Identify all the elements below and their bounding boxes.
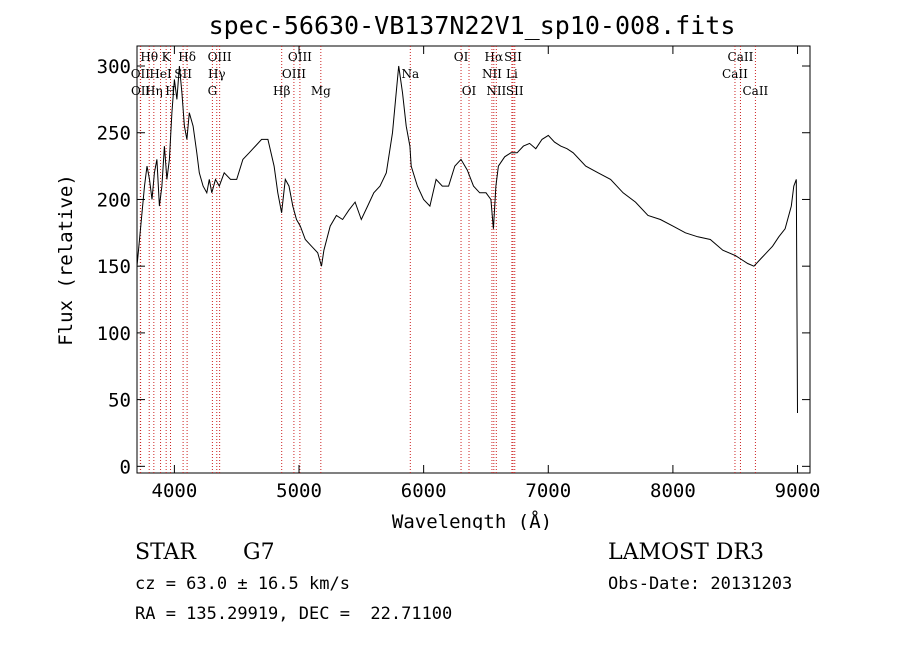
y-tick-label: 100 bbox=[97, 323, 131, 345]
emission-line-label: Na bbox=[401, 67, 419, 81]
plot-frame bbox=[136, 45, 811, 474]
axis-ticks-layer: 4000 5000 6000 7000 8000 9000 0 50 100 150 200 250 3… bbox=[97, 46, 821, 502]
y-tick-label: 300 bbox=[97, 56, 131, 78]
emission-line-label: OI bbox=[462, 84, 477, 98]
obs-date-text: Obs-Date: 20131203 bbox=[608, 574, 793, 594]
y-axis-label: Flux (relative) bbox=[55, 174, 77, 346]
emission-line-label: SII bbox=[504, 50, 522, 64]
x-tick-label: 6000 bbox=[401, 480, 447, 502]
emission-line-label: CaII bbox=[742, 84, 768, 98]
coordinates-text: RA = 135.29919, DEC = 22.71100 bbox=[135, 604, 453, 624]
y-tick-label: 50 bbox=[108, 390, 131, 412]
emission-line-label: G bbox=[208, 84, 218, 98]
emission-line-label: OIII bbox=[288, 50, 312, 64]
y-tick-label: 250 bbox=[97, 123, 131, 145]
emission-line-label: CaII bbox=[728, 50, 754, 64]
x-tick-label: 7000 bbox=[525, 480, 571, 502]
emission-line-label: Hβ bbox=[273, 84, 290, 98]
y-tick-label: 150 bbox=[97, 256, 131, 278]
emission-line-label: OIII bbox=[208, 50, 232, 64]
emission-line-label: CaII bbox=[722, 67, 748, 81]
emission-line-label: HeI bbox=[149, 67, 172, 81]
emission-line-label: SII bbox=[506, 84, 524, 98]
x-tick-label: 5000 bbox=[276, 480, 322, 502]
emission-line-label: NII bbox=[482, 67, 502, 81]
spectrum-chart: spec-56630-VB137N22V1_sp10-008.fits Hθ OI… bbox=[55, 11, 821, 530]
emission-line-label: OII bbox=[131, 84, 151, 98]
object-subclass: G7 bbox=[243, 540, 275, 565]
x-axis-label: Wavelength (Å) bbox=[392, 510, 552, 530]
emission-line-label: SII bbox=[174, 67, 192, 81]
emission-line-label: OIII bbox=[282, 67, 306, 81]
emission-line-label: H bbox=[165, 84, 175, 98]
object-class: STAR bbox=[135, 540, 196, 565]
emission-line-label: Hα bbox=[485, 50, 504, 64]
emission-line-label: Hθ bbox=[140, 50, 158, 64]
y-tick-label: 200 bbox=[97, 189, 131, 211]
emission-line-label: Hγ bbox=[208, 67, 226, 81]
survey-name: LAMOST DR3 bbox=[608, 540, 764, 565]
y-tick-label: 0 bbox=[120, 456, 131, 478]
emission-line-label: Hδ bbox=[178, 50, 196, 64]
redshift-text: cz = 63.0 ± 16.5 km/s bbox=[135, 574, 350, 594]
emission-line-label: Hη bbox=[145, 84, 163, 98]
emission-line-label: Mg bbox=[311, 84, 331, 98]
emission-line-label: K bbox=[162, 50, 172, 64]
emission-line-label: OI bbox=[454, 50, 469, 64]
x-tick-label: 9000 bbox=[775, 480, 821, 502]
chart-title: spec-56630-VB137N22V1_sp10-008.fits bbox=[209, 11, 736, 40]
x-tick-label: 4000 bbox=[152, 480, 198, 502]
x-tick-label: 8000 bbox=[650, 480, 696, 502]
emission-line-label: NII bbox=[486, 84, 506, 98]
emission-line-label: Li bbox=[506, 67, 518, 81]
spectrum-line bbox=[136, 65, 798, 414]
